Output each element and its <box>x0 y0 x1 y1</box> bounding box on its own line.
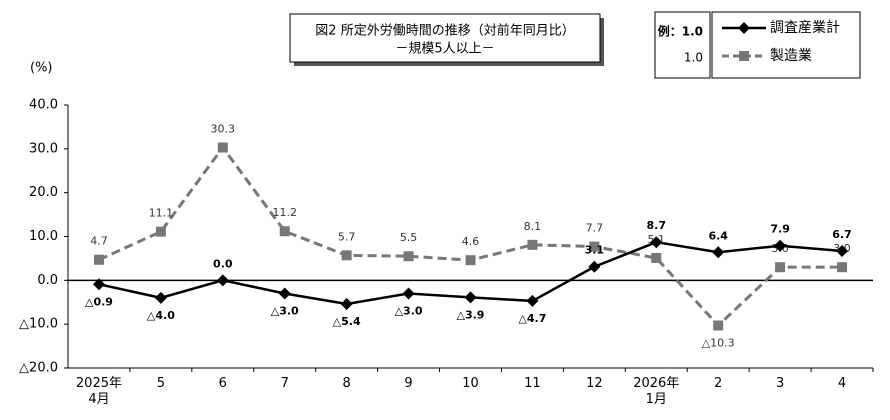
point <box>713 320 724 331</box>
data-label: △3.0 <box>395 304 423 317</box>
data-label: 11.2 <box>272 206 297 219</box>
point <box>775 262 786 273</box>
x-tick-label: 2026年 1月 <box>633 376 680 407</box>
point <box>403 251 414 262</box>
data-label: 8.1 <box>524 220 542 233</box>
point <box>402 287 415 300</box>
legend-label: 調査産業計 <box>770 20 840 36</box>
x-tick-label: 3 <box>775 376 785 391</box>
point <box>278 287 291 300</box>
data-label: △10.3 <box>702 336 735 349</box>
x-tick-label: 4 <box>837 376 847 391</box>
x-tick-label: 11 <box>524 376 541 391</box>
y-tick-label: 0.0 <box>37 273 58 288</box>
point <box>650 236 663 249</box>
point <box>774 239 787 252</box>
point <box>92 278 105 291</box>
data-label: 30.3 <box>211 123 236 136</box>
point <box>93 254 104 265</box>
legend-marker <box>739 51 749 61</box>
point <box>155 226 166 237</box>
data-label: △0.9 <box>85 295 113 308</box>
data-label: 11.1 <box>149 207 174 220</box>
y-tick-label: 40.0 <box>29 98 58 113</box>
x-tick-label: 12 <box>586 376 603 391</box>
legend-note-box <box>654 11 711 79</box>
point <box>837 262 848 273</box>
legend-note: 例：1.0 <box>658 24 703 39</box>
data-label: 7.7 <box>586 222 604 235</box>
point <box>651 252 662 263</box>
point <box>216 274 229 287</box>
point <box>465 255 476 266</box>
legend-label: 製造業 <box>770 48 812 64</box>
point <box>588 260 601 273</box>
x-tick-label: 6 <box>218 376 227 391</box>
y-axis-label: (%) <box>30 61 53 76</box>
chart-subtitle: －規模5人以上－ <box>395 42 494 57</box>
data-label: △3.9 <box>457 308 485 321</box>
legend-box <box>711 11 861 79</box>
data-label: 5.5 <box>400 231 418 244</box>
data-label: 4.6 <box>462 235 480 248</box>
x-tick-label: 2 <box>714 376 723 391</box>
point <box>527 239 538 250</box>
data-label: △5.4 <box>333 315 361 328</box>
x-tick-label: 7 <box>280 376 289 391</box>
point <box>340 298 353 311</box>
data-label: 5.7 <box>338 230 356 243</box>
point <box>712 246 725 259</box>
x-tick-label: 2025年 4月 <box>75 376 122 407</box>
x-tick-label: 8 <box>342 376 351 391</box>
data-label: 0.0 <box>213 257 233 270</box>
data-label: 7.9 <box>770 223 790 236</box>
y-tick-label: △20.0 <box>19 361 58 376</box>
point <box>526 294 539 307</box>
y-tick-label: 20.0 <box>29 185 58 200</box>
y-tick-label: △10.0 <box>19 317 58 332</box>
data-label: 3.1 <box>585 244 605 257</box>
x-tick-label: 5 <box>156 376 166 391</box>
data-label: △4.7 <box>518 312 546 325</box>
data-label: △4.0 <box>147 309 175 322</box>
y-tick-label: 30.0 <box>29 141 58 156</box>
point <box>464 291 477 304</box>
y-tick-label: 10.0 <box>29 229 58 244</box>
legend-marker <box>738 22 750 34</box>
data-label: 8.7 <box>647 219 667 232</box>
data-label: △3.0 <box>271 304 299 317</box>
data-label: 6.7 <box>832 228 852 241</box>
legend-note: 1.0 <box>684 51 703 65</box>
chart-title: 図2 所定外労働時間の推移（対前年同月比） <box>315 23 574 39</box>
data-label: 4.7 <box>90 235 108 248</box>
x-tick-label: 9 <box>404 376 413 391</box>
point <box>589 241 600 252</box>
point <box>279 226 290 237</box>
point <box>836 244 849 257</box>
data-label: 6.4 <box>708 229 728 242</box>
x-tick-label: 10 <box>462 376 479 391</box>
point <box>217 142 228 153</box>
title-box <box>289 13 601 63</box>
point <box>154 291 167 304</box>
point <box>341 250 352 261</box>
